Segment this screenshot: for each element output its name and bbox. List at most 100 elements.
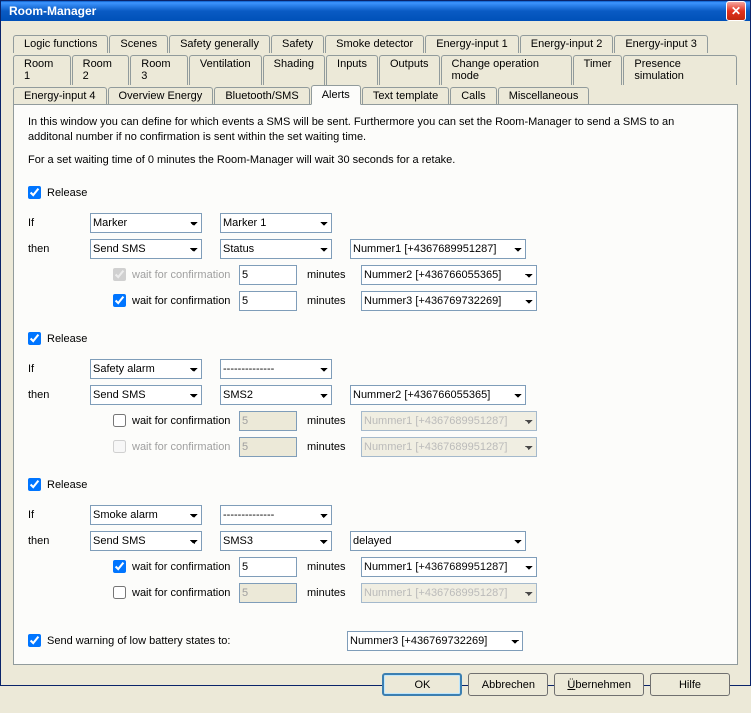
wait-label: wait for confirmation — [132, 295, 230, 307]
then-action-select-2[interactable]: Send SMS — [90, 385, 202, 405]
tab-change-operation-mode[interactable]: Change operation mode — [441, 55, 572, 85]
wait-checkbox-1-2[interactable] — [113, 294, 126, 307]
tab-panel-alerts: In this window you can define for which … — [13, 104, 738, 665]
minutes-label: minutes — [307, 561, 361, 573]
wait-label: wait for confirmation — [132, 441, 230, 453]
tab-energy-input-2[interactable]: Energy-input 2 — [520, 35, 614, 53]
tab-room-2[interactable]: Room 2 — [72, 55, 130, 85]
description-1: In this window you can define for which … — [28, 115, 708, 145]
wait-number-select-1-2[interactable]: Nummer3 [+436769732269] — [361, 291, 537, 311]
tab-shading[interactable]: Shading — [263, 55, 325, 85]
dialog-window: Room-Manager ✕ Logic functionsScenesSafe… — [0, 0, 751, 686]
description-2: For a set waiting time of 0 minutes the … — [28, 153, 708, 168]
tab-energy-input-3[interactable]: Energy-input 3 — [614, 35, 708, 53]
wait-minutes-input-1-1[interactable] — [239, 265, 297, 285]
if-value-select-3[interactable]: -------------- — [220, 505, 332, 525]
if-condition-select-1[interactable]: Marker — [90, 213, 202, 233]
tab-safety-generally[interactable]: Safety generally — [169, 35, 270, 53]
release-checkbox-1[interactable] — [28, 186, 41, 199]
tab-presence-simulation[interactable]: Presence simulation — [623, 55, 737, 85]
minutes-label: minutes — [307, 415, 361, 427]
wait-checkbox-3-2[interactable] — [113, 586, 126, 599]
wait-number-select-3-2: Nummer1 [+4367689951287] — [361, 583, 537, 603]
close-button[interactable]: ✕ — [726, 1, 746, 21]
tab-scenes[interactable]: Scenes — [109, 35, 168, 53]
tab-ventilation[interactable]: Ventilation — [189, 55, 262, 85]
then-sms-select-2[interactable]: SMS2 — [220, 385, 332, 405]
tab-calls[interactable]: Calls — [450, 87, 496, 105]
tab-timer[interactable]: Timer — [573, 55, 623, 85]
then-action-select-1[interactable]: Send SMS — [90, 239, 202, 259]
ok-button[interactable]: OK — [382, 673, 462, 696]
wait-number-select-2-2: Nummer1 [+4367689951287] — [361, 437, 537, 457]
tab-text-template[interactable]: Text template — [362, 87, 449, 105]
tab-room-3[interactable]: Room 3 — [130, 55, 188, 85]
if-value-select-1[interactable]: Marker 1 — [220, 213, 332, 233]
low-battery-number-select[interactable]: Nummer3 [+436769732269] — [347, 631, 523, 651]
apply-button[interactable]: Übernehmen — [554, 673, 644, 696]
low-battery-label: Send warning of low battery states to: — [47, 635, 347, 647]
then-number-select-1[interactable]: Nummer1 [+4367689951287] — [350, 239, 526, 259]
if-label: If — [28, 509, 90, 521]
window-title: Room-Manager — [5, 4, 726, 18]
tab-safety[interactable]: Safety — [271, 35, 324, 53]
wait-number-select-3-1[interactable]: Nummer1 [+4367689951287] — [361, 557, 537, 577]
alert-block-1: Release If Marker Marker 1 then Send SMS… — [28, 182, 723, 314]
wait-checkbox-1-1 — [113, 268, 126, 281]
if-label: If — [28, 363, 90, 375]
tab-energy-input-4[interactable]: Energy-input 4 — [13, 87, 107, 105]
wait-number-select-2-1: Nummer1 [+4367689951287] — [361, 411, 537, 431]
wait-label: wait for confirmation — [132, 415, 230, 427]
tab-overview-energy[interactable]: Overview Energy — [108, 87, 214, 105]
wait-minutes-input-2-1 — [239, 411, 297, 431]
wait-minutes-input-1-2[interactable] — [239, 291, 297, 311]
then-sms-select-3[interactable]: SMS3 — [220, 531, 332, 551]
release-checkbox-3[interactable] — [28, 478, 41, 491]
tab-room-1[interactable]: Room 1 — [13, 55, 71, 85]
client-area: Logic functionsScenesSafety generallySaf… — [1, 21, 750, 713]
help-button[interactable]: Hilfe — [650, 673, 730, 696]
wait-minutes-input-3-2 — [239, 583, 297, 603]
tab-alerts[interactable]: Alerts — [311, 85, 361, 105]
wait-checkbox-2-2 — [113, 440, 126, 453]
alert-block-3: Release If Smoke alarm -------------- th… — [28, 474, 723, 606]
wait-label: wait for confirmation — [132, 269, 230, 281]
release-label: Release — [47, 479, 87, 491]
release-checkbox-2[interactable] — [28, 332, 41, 345]
then-label: then — [28, 535, 90, 547]
cancel-button[interactable]: Abbrechen — [468, 673, 548, 696]
if-condition-select-2[interactable]: Safety alarm — [90, 359, 202, 379]
then-label: then — [28, 243, 90, 255]
tab-miscellaneous[interactable]: Miscellaneous — [498, 87, 590, 105]
tabstrip: Logic functionsScenesSafety generallySaf… — [13, 33, 738, 105]
if-value-select-2[interactable]: -------------- — [220, 359, 332, 379]
then-sms-select-1[interactable]: Status — [220, 239, 332, 259]
if-label: If — [28, 217, 90, 229]
wait-label: wait for confirmation — [132, 587, 230, 599]
minutes-label: minutes — [307, 587, 361, 599]
then-number-select-2[interactable]: Nummer2 [+436766055365] — [350, 385, 526, 405]
alert-block-2: Release If Safety alarm -------------- t… — [28, 328, 723, 460]
tab-outputs[interactable]: Outputs — [379, 55, 440, 85]
tab-inputs[interactable]: Inputs — [326, 55, 378, 85]
then-number-select-3[interactable]: delayed — [350, 531, 526, 551]
then-label: then — [28, 389, 90, 401]
tab-smoke-detector[interactable]: Smoke detector — [325, 35, 424, 53]
tab-bluetooth-sms[interactable]: Bluetooth/SMS — [214, 87, 309, 105]
button-bar: OK Abbrechen Übernehmen Hilfe — [13, 665, 738, 705]
release-label: Release — [47, 333, 87, 345]
then-action-select-3[interactable]: Send SMS — [90, 531, 202, 551]
titlebar: Room-Manager ✕ — [1, 1, 750, 21]
if-condition-select-3[interactable]: Smoke alarm — [90, 505, 202, 525]
minutes-label: minutes — [307, 269, 361, 281]
low-battery-checkbox[interactable] — [28, 634, 41, 647]
wait-minutes-input-2-2 — [239, 437, 297, 457]
minutes-label: minutes — [307, 441, 361, 453]
wait-minutes-input-3-1[interactable] — [239, 557, 297, 577]
wait-checkbox-3-1[interactable] — [113, 560, 126, 573]
tab-energy-input-1[interactable]: Energy-input 1 — [425, 35, 519, 53]
minutes-label: minutes — [307, 295, 361, 307]
tab-logic-functions[interactable]: Logic functions — [13, 35, 108, 53]
wait-number-select-1-1[interactable]: Nummer2 [+436766055365] — [361, 265, 537, 285]
wait-checkbox-2-1[interactable] — [113, 414, 126, 427]
